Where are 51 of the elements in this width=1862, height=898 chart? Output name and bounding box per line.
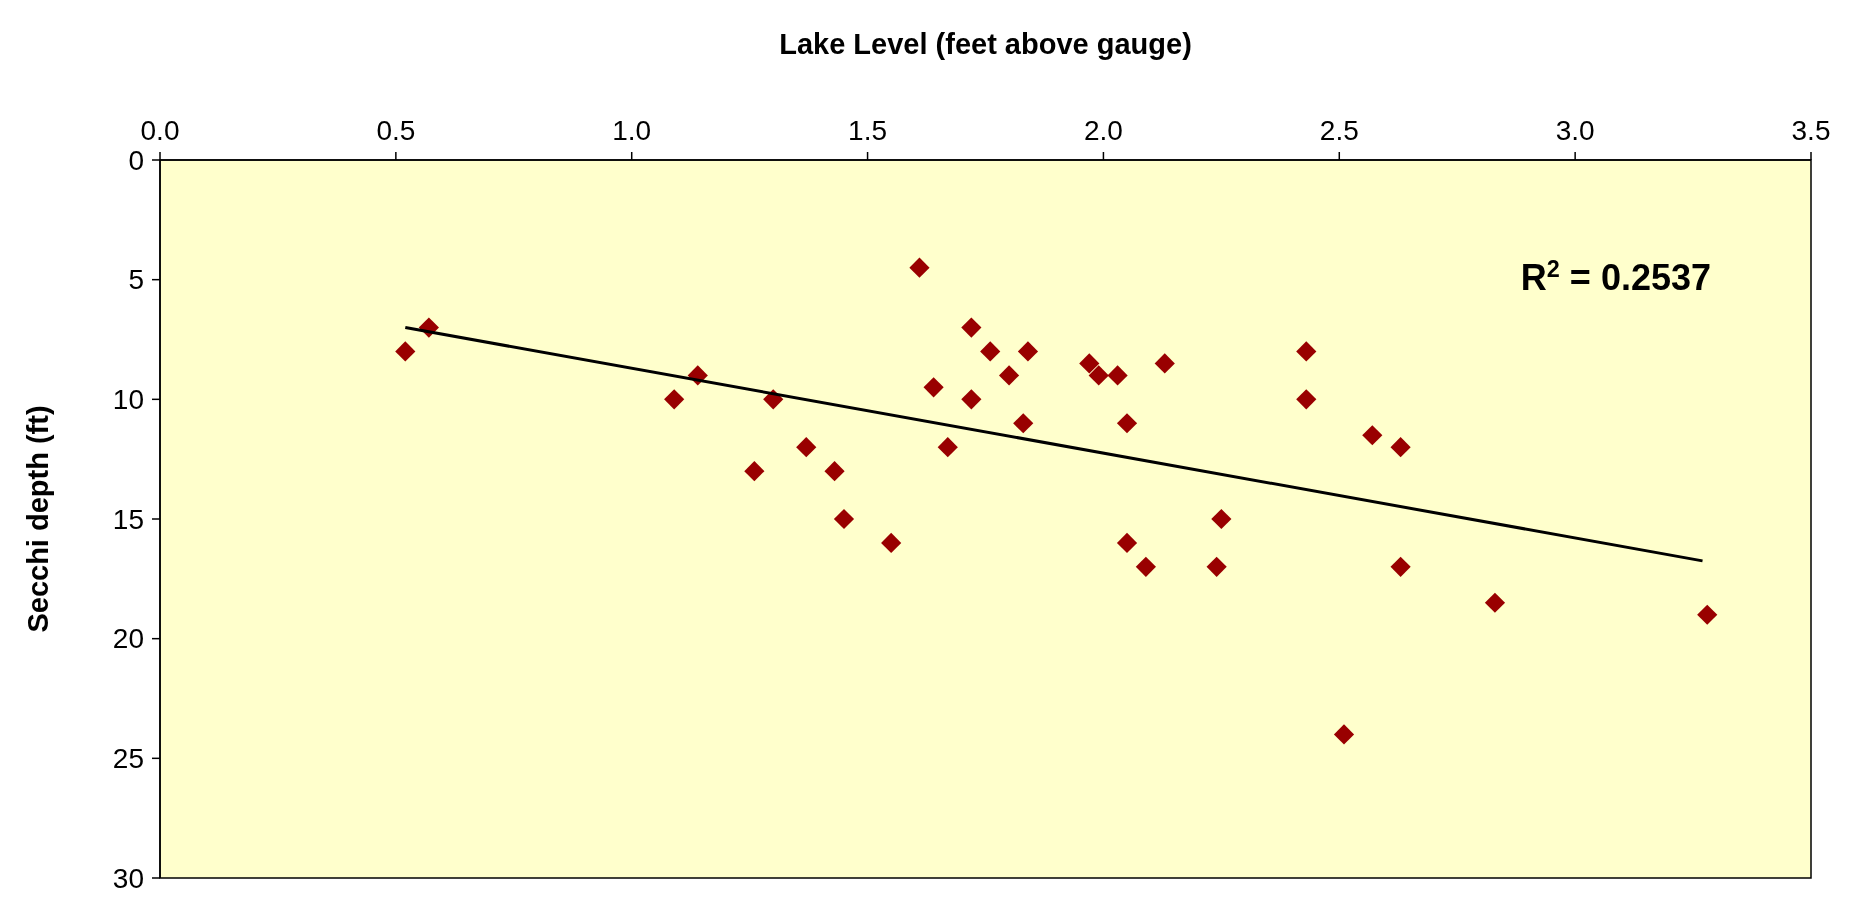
annotation: R$^{2}$ = 0.2537 [1520,256,1711,298]
x-tick-label: 3.0 [1555,115,1595,146]
y-tick-label: 15 [112,503,144,535]
x-tick-label: 0.0 [140,115,180,146]
x-tick-label: 2.0 [1083,115,1123,146]
x-axis-title: Lake Level (feet above gauge) [779,28,1192,60]
y-tick-label: 10 [112,384,144,416]
x-tick-label: 3.5 [1791,115,1831,146]
y-tick-label: 30 [112,862,144,894]
point [744,461,765,482]
point [1697,604,1718,625]
point [961,389,982,410]
point [923,377,944,398]
y-axis-title: Secchi depth (ft) [22,405,54,633]
point [1206,556,1227,577]
point [937,437,958,458]
point [1017,341,1039,362]
point [881,532,902,554]
point [1211,508,1232,530]
point [1390,556,1411,577]
point [395,341,416,362]
point [961,317,982,338]
point [1296,389,1317,410]
point [1154,353,1175,374]
y-tick-label: 25 [112,743,144,775]
point [1116,413,1138,434]
point [1362,425,1383,446]
point [980,341,1001,362]
point [664,389,685,410]
point [1107,365,1128,386]
point [1296,341,1317,362]
point [1135,556,1156,577]
y-tick-label: 0 [128,144,144,176]
x-tick-label: 0.5 [376,115,416,146]
point [1013,413,1034,434]
y-tick-label: 20 [112,623,144,655]
point [796,437,817,458]
point [1088,365,1109,386]
x-tick-label: 2.5 [1319,115,1359,146]
point [998,365,1020,386]
point [909,257,930,278]
y-tick-label: 5 [128,264,144,296]
x-tick-label: 1.5 [848,115,888,146]
x-tick-label: 1.0 [612,115,652,146]
point [1333,724,1355,745]
point [1390,437,1411,458]
point [1079,353,1100,374]
point [824,461,845,482]
point [833,508,855,530]
point [1116,532,1138,554]
point [1484,592,1506,613]
